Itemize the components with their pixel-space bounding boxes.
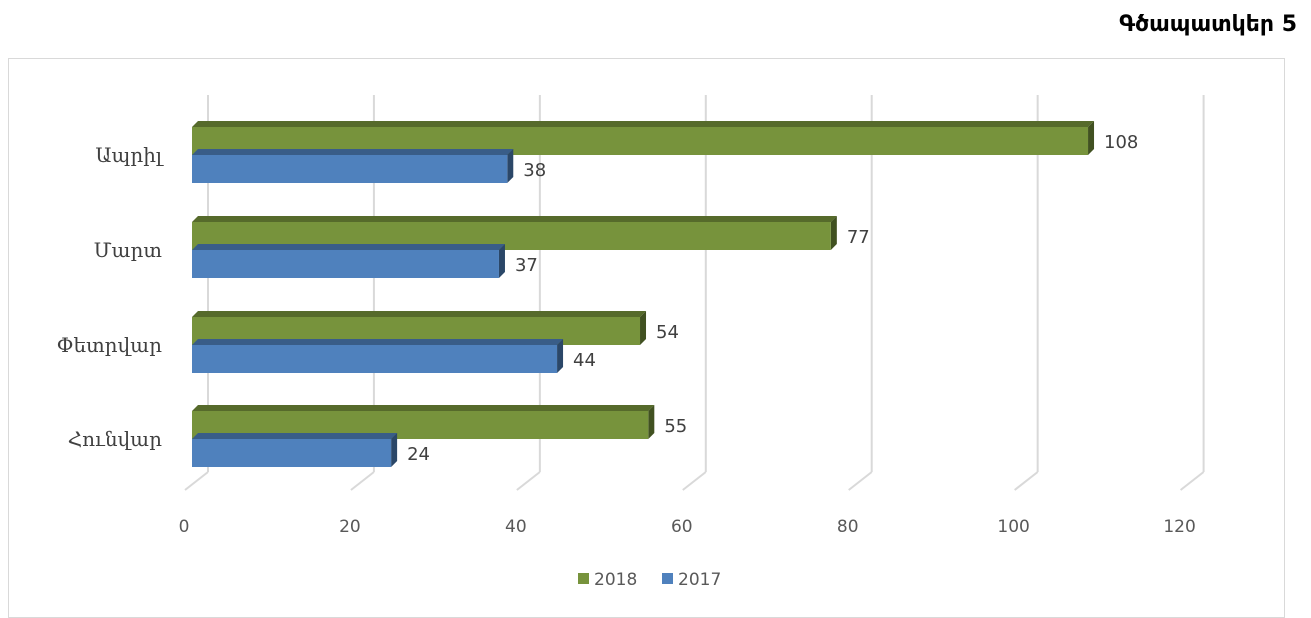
bar-side-face <box>507 149 514 183</box>
bar-top-face <box>192 216 837 222</box>
legend-swatch <box>662 573 673 584</box>
bar-side-face <box>557 339 564 373</box>
category-label: Հունվար <box>68 427 162 451</box>
bar-top-face <box>192 339 564 345</box>
gridline-floor <box>848 471 873 491</box>
bar-top-face <box>192 149 514 155</box>
gridline-floor <box>682 471 707 491</box>
bar-side-face <box>648 405 655 439</box>
gridline-floor <box>184 471 209 491</box>
x-tick-label: 80 <box>837 517 859 537</box>
figure-label: Գծապատկեր 5 <box>1119 12 1297 37</box>
x-tick-label: 20 <box>339 517 361 537</box>
x-tick-label: 40 <box>505 517 527 537</box>
gridline-floor <box>516 471 541 491</box>
legend-label: 2018 <box>594 570 637 590</box>
bar-2017 <box>192 250 499 278</box>
data-label: 37 <box>515 255 538 276</box>
data-label: 44 <box>573 350 596 371</box>
gridline-floor <box>1014 471 1039 491</box>
x-tick-label: 0 <box>179 517 190 537</box>
category-label: Մարտ <box>94 238 163 262</box>
gridline-floor <box>350 471 375 491</box>
bar-top-face <box>192 311 647 317</box>
x-tick-label: 100 <box>997 517 1029 537</box>
bar-top-face <box>192 433 398 439</box>
bar-side-face <box>640 311 647 345</box>
data-label: 24 <box>407 444 430 465</box>
data-label: 77 <box>847 227 870 248</box>
x-tick-label: 120 <box>1163 517 1195 537</box>
legend-swatch <box>578 573 589 584</box>
bar-2017 <box>192 345 558 373</box>
bar-side-face <box>1088 121 1095 155</box>
bar-side-face <box>830 216 837 250</box>
data-label: 38 <box>523 160 546 181</box>
data-label: 55 <box>664 416 687 437</box>
data-label: 108 <box>1104 132 1138 153</box>
category-label: Փետրվար <box>57 333 163 357</box>
bar-2017 <box>192 439 392 467</box>
legend-label: 2017 <box>678 570 721 590</box>
x-tick-label: 60 <box>671 517 693 537</box>
gridline-floor <box>1179 471 1205 491</box>
category-label: Ապրիլ <box>95 143 164 167</box>
bar-top-face <box>192 121 1095 127</box>
bar-top-face <box>192 405 655 411</box>
bar-side-face <box>391 433 398 467</box>
bar-2017 <box>192 155 508 183</box>
data-label: 54 <box>656 322 679 343</box>
bar-top-face <box>192 244 505 250</box>
bar-side-face <box>498 244 505 278</box>
